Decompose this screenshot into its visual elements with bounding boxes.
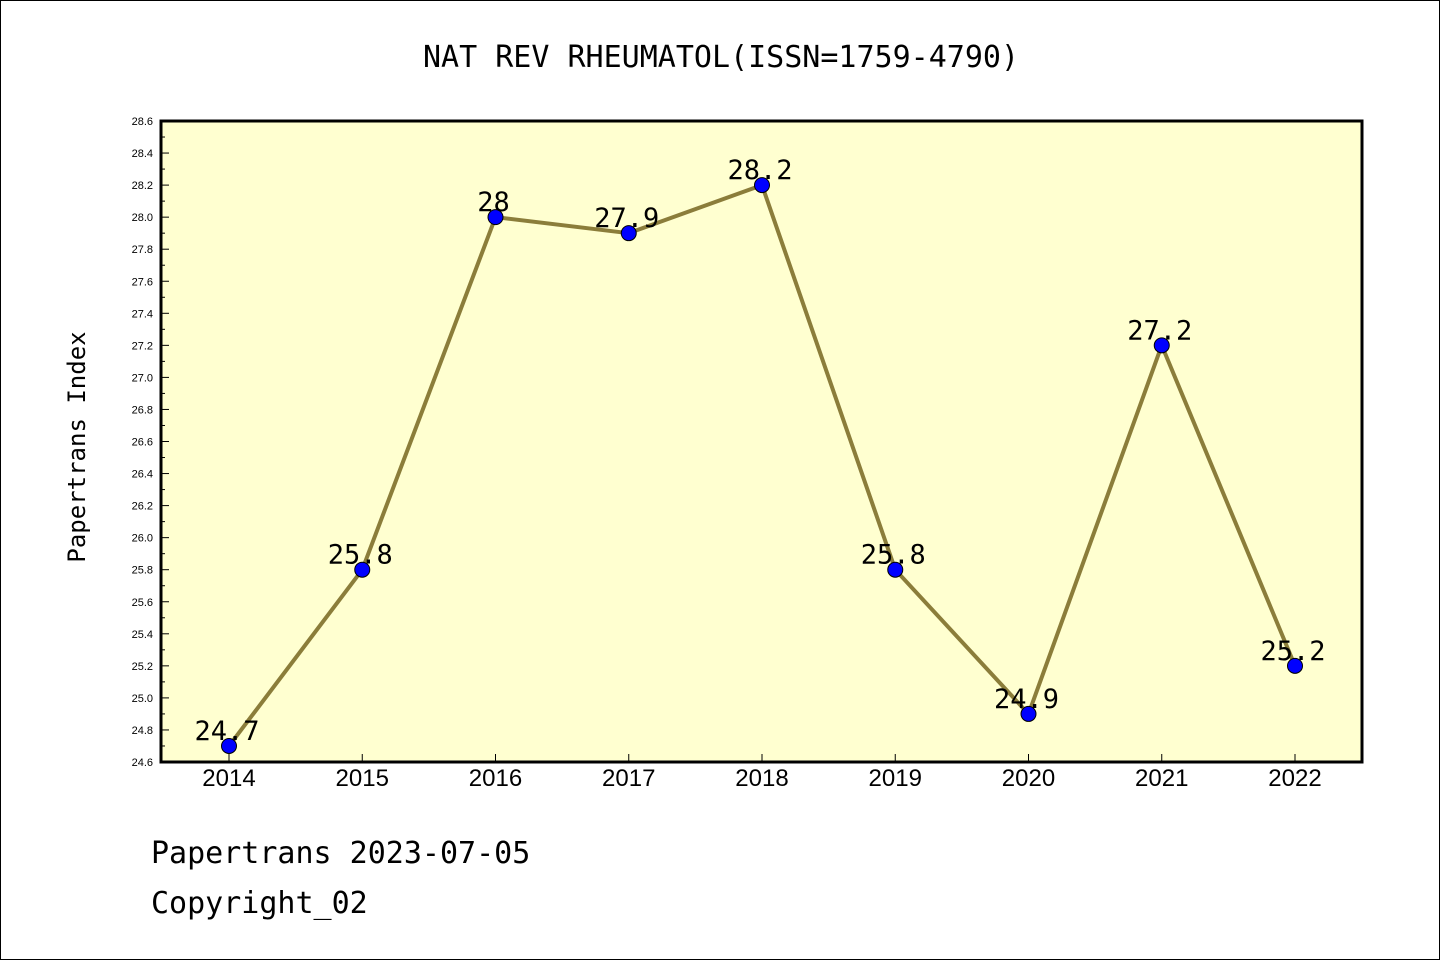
data-label: 27.2 <box>1127 315 1192 346</box>
plot-border <box>159 119 1364 764</box>
data-label: 25.8 <box>328 540 393 571</box>
x-tick-label: 2019 <box>869 765 922 792</box>
data-point <box>1153 337 1170 354</box>
y-tick-label: 24.8 <box>132 725 153 737</box>
y-tick-label: 26.2 <box>132 501 153 513</box>
data-point <box>487 209 504 226</box>
data-point <box>754 177 770 194</box>
y-tick-label: 25.6 <box>132 597 153 609</box>
y-tick-label: 26.0 <box>132 533 153 545</box>
y-tick-label: 26.4 <box>132 469 153 481</box>
y-tick-label: 28.0 <box>132 212 153 224</box>
data-label: 24.7 <box>194 716 259 747</box>
data-label: 25.2 <box>1260 636 1325 667</box>
data-point <box>1020 705 1037 722</box>
x-tick-label: 2014 <box>202 765 255 792</box>
data-label: 27.9 <box>594 203 659 234</box>
footer-date: Papertrans 2023-07-05 <box>151 836 531 871</box>
y-tick-label: 25.2 <box>132 661 153 673</box>
y-tick-label: 26.8 <box>132 404 153 416</box>
x-axis: 2014 2015 2016 2017 2018 2019 2020 2021 2022 <box>202 754 1322 792</box>
y-axis: 24.6 24.8 25.0 25.2 25.4 25.6 25.8 26.0 26.2 26.4… <box>132 116 169 769</box>
data-label: 28 <box>477 187 510 218</box>
footer-copyright: Copyright_02 <box>151 886 368 921</box>
x-tick-label: 2018 <box>735 765 788 792</box>
y-tick-label: 25.4 <box>132 629 153 641</box>
y-tick-label: 24.6 <box>132 757 153 769</box>
y-tick-label: 27.4 <box>132 308 153 320</box>
y-tick-label: 28.2 <box>132 180 153 192</box>
series-group: 24.7 25.8 28 27.9 28.2 25.8 24.9 27.2 25.2 <box>194 155 1326 754</box>
y-tick-label: 27.2 <box>132 340 153 352</box>
x-tick-label: 2021 <box>1135 765 1188 792</box>
chart-title: NAT REV RHEUMATOL(ISSN=1759-4790) <box>423 40 1019 75</box>
data-point <box>887 561 904 578</box>
plot-area <box>161 121 1362 762</box>
x-tick-label: 2022 <box>1268 765 1321 792</box>
y-tick-label: 25.0 <box>132 693 153 705</box>
x-tick-label: 2020 <box>1002 765 1055 792</box>
x-tick-label: 2016 <box>469 765 522 792</box>
y-tick-label: 26.6 <box>132 437 153 449</box>
y-tick-label: 28.4 <box>132 148 153 160</box>
data-point <box>354 561 371 578</box>
x-tick-label: 2017 <box>602 765 655 792</box>
data-label: 24.9 <box>994 684 1059 715</box>
y-tick-label: 27.0 <box>132 372 153 384</box>
y-axis-label: Papertrans Index <box>63 331 91 562</box>
data-label: 28.2 <box>727 155 792 186</box>
y-tick-label: 27.8 <box>132 244 153 256</box>
y-tick-label: 28.6 <box>132 116 153 128</box>
data-point <box>221 737 237 754</box>
data-point <box>620 225 637 242</box>
y-tick-label: 27.6 <box>132 276 153 288</box>
data-label: 25.8 <box>861 540 926 571</box>
x-tick-label: 2015 <box>336 765 389 792</box>
y-tick-label: 25.8 <box>132 565 153 577</box>
data-point <box>1287 657 1303 674</box>
